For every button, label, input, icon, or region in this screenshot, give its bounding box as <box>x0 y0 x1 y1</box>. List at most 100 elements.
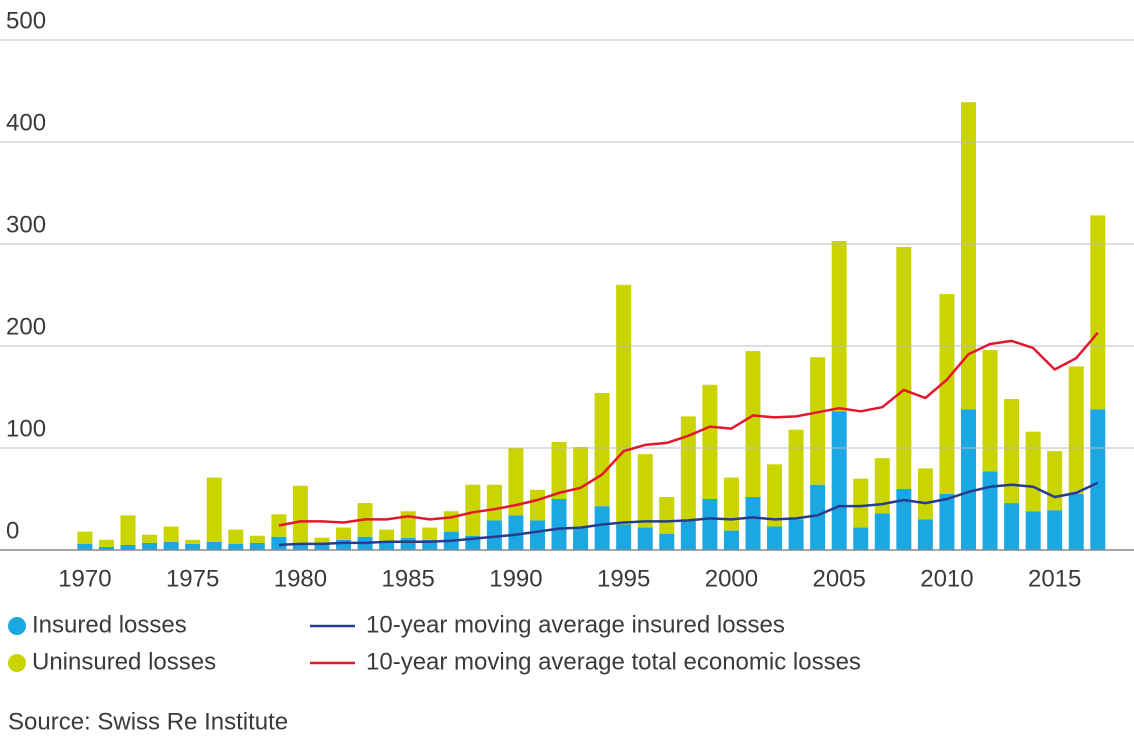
bar <box>163 541 179 550</box>
bar <box>917 468 933 520</box>
bar <box>767 526 783 550</box>
bar <box>120 544 136 550</box>
x-tick-label: 1985 <box>381 565 434 592</box>
bar <box>336 539 352 550</box>
bar <box>1004 503 1020 550</box>
x-tick-label: 1970 <box>58 565 111 592</box>
bar <box>443 511 459 532</box>
bar <box>917 519 933 550</box>
bar <box>723 530 739 550</box>
bar <box>960 409 976 550</box>
bar <box>228 529 244 544</box>
bar <box>98 546 114 550</box>
x-tick-label: 1980 <box>274 565 327 592</box>
bar <box>788 519 804 550</box>
bar <box>874 458 890 514</box>
bar <box>896 247 912 489</box>
legend-label: Uninsured losses <box>32 648 216 675</box>
bar <box>314 537 330 543</box>
bar <box>702 384 718 499</box>
bar <box>120 515 136 545</box>
bar <box>271 514 287 537</box>
bar <box>422 527 438 540</box>
bar <box>723 477 739 531</box>
bar <box>1090 409 1106 550</box>
bar <box>767 464 783 527</box>
bar <box>486 520 502 550</box>
bar <box>185 543 201 550</box>
bar <box>1047 510 1063 550</box>
bar <box>896 488 912 550</box>
bar <box>960 102 976 410</box>
bar <box>939 293 955 494</box>
bar <box>77 543 93 550</box>
y-tick-label: 200 <box>6 313 46 340</box>
bar <box>831 411 847 550</box>
bar <box>982 350 998 472</box>
bar <box>465 484 481 536</box>
bar <box>185 539 201 544</box>
legend-label: 10-year moving average total economic lo… <box>366 648 861 675</box>
bar <box>659 496 675 534</box>
bar <box>853 478 869 528</box>
bar <box>508 515 524 550</box>
bar <box>228 543 244 550</box>
bar <box>1047 451 1063 511</box>
bar <box>874 513 890 550</box>
x-tick-label: 2000 <box>705 565 758 592</box>
bar <box>702 499 718 550</box>
x-tick-label: 1975 <box>166 565 219 592</box>
bar <box>745 496 761 550</box>
bar <box>810 357 826 485</box>
bar <box>249 542 265 550</box>
bar <box>98 539 114 547</box>
line-series <box>278 481 1099 547</box>
bar <box>142 534 158 543</box>
bar <box>1025 431 1041 512</box>
bar <box>616 524 632 550</box>
bar <box>379 529 395 541</box>
bar <box>292 542 308 550</box>
y-tick-label: 0 <box>6 517 19 544</box>
bar <box>1068 366 1084 494</box>
bar <box>594 392 610 507</box>
bar <box>637 527 653 550</box>
bar <box>1068 493 1084 550</box>
bar <box>573 527 589 550</box>
x-tick-label: 1995 <box>597 565 650 592</box>
bar <box>486 484 502 521</box>
bar <box>379 540 395 550</box>
bar <box>271 536 287 550</box>
bar <box>1025 511 1041 550</box>
bar <box>422 539 438 550</box>
bar <box>680 519 696 550</box>
x-tick-label: 2015 <box>1028 565 1081 592</box>
bar <box>745 351 761 497</box>
bar <box>810 484 826 550</box>
bar <box>939 493 955 550</box>
bar <box>400 537 416 550</box>
bar <box>831 240 847 412</box>
bar <box>1004 399 1020 504</box>
bar <box>680 416 696 520</box>
bar <box>163 526 179 542</box>
bar <box>142 542 158 550</box>
bar <box>594 506 610 550</box>
bar <box>77 531 93 544</box>
line-series <box>278 331 1099 527</box>
bar <box>853 527 869 550</box>
bar <box>788 429 804 520</box>
bar <box>314 542 330 550</box>
y-tick-label: 400 <box>6 109 46 136</box>
bar <box>292 485 308 543</box>
legend-marker <box>8 654 26 672</box>
legend-label: 10-year moving average insured losses <box>366 611 785 638</box>
y-tick-label: 100 <box>6 415 46 442</box>
bar <box>529 520 545 550</box>
y-tick-label: 500 <box>6 7 46 34</box>
y-tick-label: 300 <box>6 211 46 238</box>
bar <box>206 541 222 550</box>
bar <box>336 527 352 540</box>
